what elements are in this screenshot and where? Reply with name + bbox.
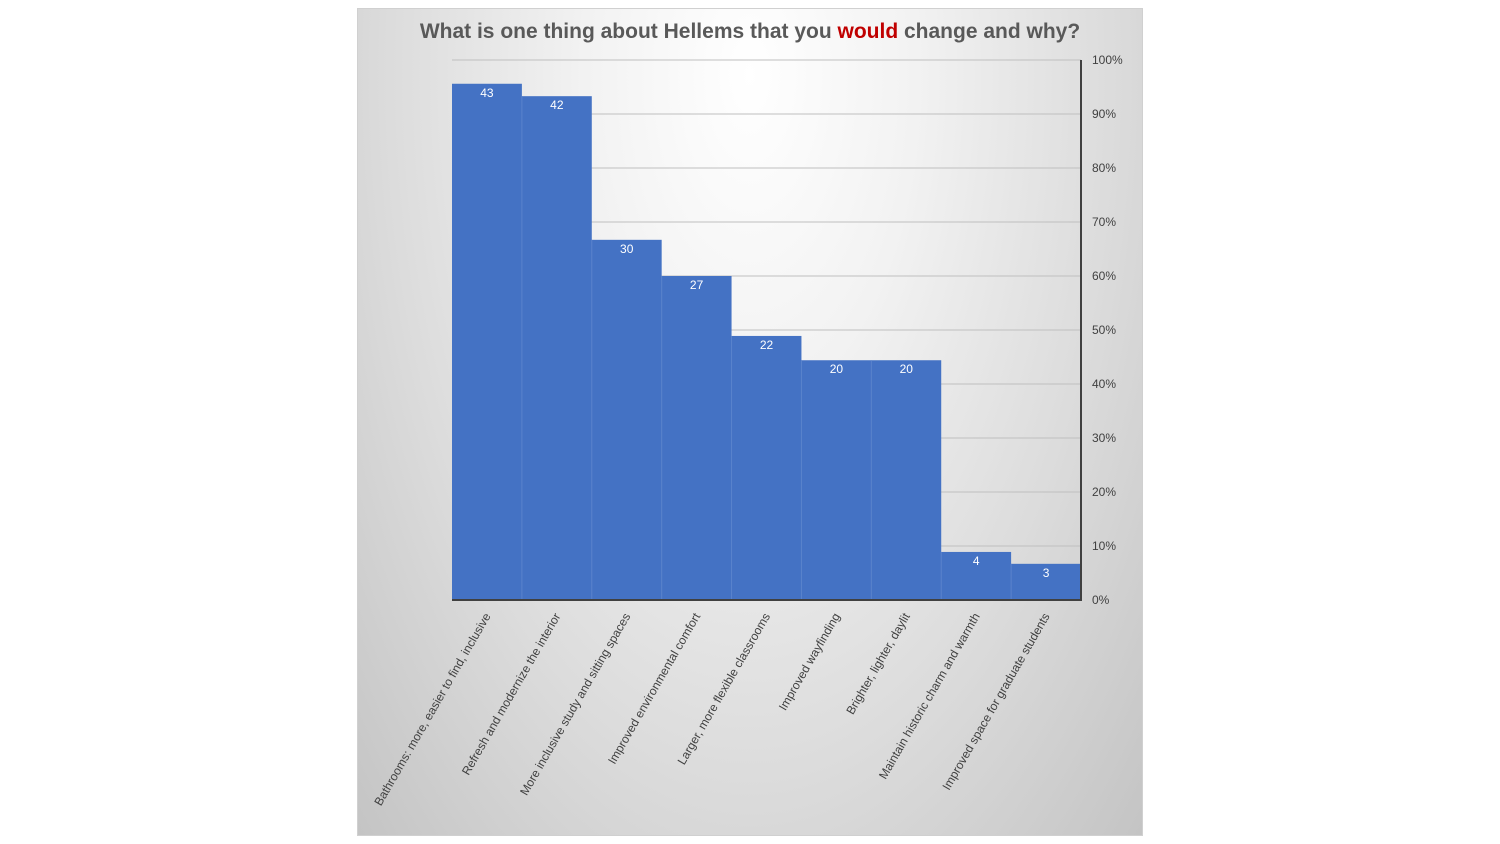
y-tick-label: 100% <box>1092 53 1123 67</box>
y-tick-label: 50% <box>1092 323 1116 337</box>
data-label: 20 <box>900 362 914 376</box>
category-label: Bathrooms: more, easier to find, inclusi… <box>371 610 493 808</box>
data-label: 43 <box>480 86 494 100</box>
axes <box>452 60 1082 601</box>
bar <box>661 276 732 600</box>
data-label: 42 <box>550 98 564 112</box>
data-label: 27 <box>690 278 704 292</box>
y-tick-label: 30% <box>1092 431 1116 445</box>
bar <box>801 360 872 600</box>
bar <box>941 551 1012 600</box>
bar <box>591 239 662 600</box>
slide-background: What is one thing about Hellems that you… <box>358 9 1142 835</box>
bar <box>521 96 592 601</box>
y-tick-label: 90% <box>1092 107 1116 121</box>
bar <box>871 360 942 600</box>
y-tick-label: 80% <box>1092 161 1116 175</box>
category-label: Brighter, lighter, daylit <box>843 610 913 717</box>
y-tick-label: 60% <box>1092 269 1116 283</box>
bar <box>452 83 522 600</box>
pareto-bar-chart: What is one thing about Hellems that you… <box>371 20 1123 808</box>
bar <box>731 335 802 600</box>
y-tick-label: 10% <box>1092 539 1116 553</box>
bar <box>1011 563 1081 600</box>
data-label: 22 <box>760 338 774 352</box>
data-label: 3 <box>1043 566 1050 580</box>
chart-title-emphasis: would <box>837 20 899 43</box>
y-tick-label: 0% <box>1092 593 1110 607</box>
chart-title: What is one thing about Hellems that you… <box>420 20 1080 43</box>
y-tick-label: 40% <box>1092 377 1116 391</box>
y-tick-label: 70% <box>1092 215 1116 229</box>
chart-title-part-1: What is one thing about Hellems that you <box>420 20 838 43</box>
category-label: Improved wayfinding <box>776 611 843 713</box>
data-label: 20 <box>830 362 844 376</box>
data-label: 30 <box>620 242 634 256</box>
bars <box>452 83 1081 601</box>
chart-title-part-3: change and why? <box>898 20 1080 43</box>
data-label: 4 <box>973 554 980 568</box>
y-tick-label: 20% <box>1092 485 1116 499</box>
